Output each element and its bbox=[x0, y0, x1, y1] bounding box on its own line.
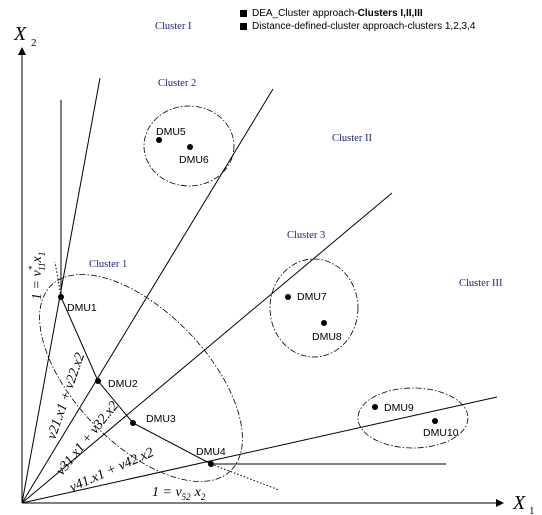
dmu3-point bbox=[130, 420, 136, 426]
dmu9-label: DMU9 bbox=[384, 402, 414, 414]
dmu1-label: DMU1 bbox=[67, 302, 97, 314]
ray-dmu2 bbox=[21, 88, 274, 504]
x-axis-subscript: 1 bbox=[529, 505, 535, 515]
dmu4-label: DMU4 bbox=[196, 446, 226, 458]
x-axis-title: X bbox=[512, 492, 526, 514]
dmu1-point bbox=[58, 294, 64, 300]
dmu5-point bbox=[156, 137, 162, 143]
dmu5-label: DMU5 bbox=[156, 126, 186, 138]
cluster-2-label: Cluster 2 bbox=[158, 78, 196, 89]
legend-distance-text: Distance-defined-cluster approach-cluste… bbox=[252, 21, 476, 32]
dmu8-label: DMU8 bbox=[312, 331, 342, 343]
frontier-extension-bottom bbox=[210, 463, 280, 491]
legend-dea-bold: Clusters I,II,III bbox=[357, 8, 423, 19]
legend-square-icon bbox=[240, 23, 247, 30]
svg-text:1 = v*11x1: 1 = v*11x1 bbox=[27, 252, 47, 300]
cluster-1-label: Cluster 1 bbox=[89, 259, 127, 270]
dmu7-label: DMU7 bbox=[297, 291, 327, 303]
dmu4-point bbox=[208, 461, 214, 467]
legend: DEA_Cluster approach- Clusters I,II,III D… bbox=[240, 7, 475, 33]
dmu6-label: DMU6 bbox=[179, 154, 209, 166]
legend-square-icon bbox=[240, 10, 247, 17]
dmu6-point bbox=[187, 144, 193, 150]
cluster-III-label: Cluster III bbox=[459, 278, 503, 289]
efficient-frontier bbox=[60, 100, 446, 465]
dmu3-label: DMU3 bbox=[146, 413, 176, 425]
dmu8-point bbox=[321, 320, 327, 326]
legend-item-dea: DEA_Cluster approach- Clusters I,II,III bbox=[240, 7, 475, 20]
y-axis-title: X bbox=[13, 23, 27, 45]
dmu7-point bbox=[285, 294, 291, 300]
cluster-3-label: Cluster 3 bbox=[287, 230, 325, 241]
ray-dmu3 bbox=[21, 192, 393, 504]
dmu2-label: DMU2 bbox=[108, 378, 138, 390]
legend-dea-text: DEA_Cluster approach- bbox=[252, 8, 358, 19]
cluster-1-ellipse bbox=[39, 274, 243, 482]
dmu9-point bbox=[372, 404, 378, 410]
frontier-extension-top bbox=[54, 261, 62, 298]
dmu10-label: DMU10 bbox=[423, 427, 459, 439]
cluster-I-label: Cluster I bbox=[155, 21, 192, 32]
cluster-4-ellipse bbox=[357, 387, 469, 449]
cluster-3-ellipse bbox=[269, 258, 359, 358]
equation-5: 1 = v52 x2 bbox=[152, 485, 206, 502]
legend-item-distance: Distance-defined-cluster approach-cluste… bbox=[240, 20, 475, 33]
equation-1: 1 = v*11x1 bbox=[27, 252, 47, 300]
dmu2-point bbox=[95, 378, 101, 384]
cluster-II-label: Cluster II bbox=[332, 133, 372, 144]
ray-dmu4 bbox=[21, 396, 498, 504]
cluster-2-ellipse bbox=[143, 105, 235, 187]
dmu10-point bbox=[432, 418, 438, 424]
y-axis-subscript: 2 bbox=[31, 37, 37, 49]
equation-2: v21.x1 + v22.x2 bbox=[45, 351, 89, 441]
